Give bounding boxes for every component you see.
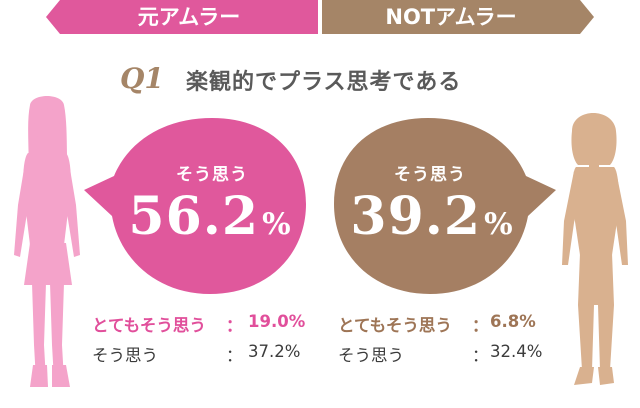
left-bubble-unit: % [262, 207, 292, 242]
question-number: Q1 [120, 62, 164, 95]
row-colon: ： [472, 316, 489, 335]
row-value: 37.2% [248, 342, 301, 361]
row-label: とてもそう思う [92, 316, 206, 335]
tab-left-label[interactable]: 元アムラー [137, 5, 241, 29]
row-value: 19.0% [248, 312, 306, 331]
row-value: 6.8% [490, 312, 536, 331]
woman-silhouette-icon [562, 113, 628, 385]
right-bubble-label: そう思う [394, 165, 466, 185]
left-bubble-label: そう思う [176, 165, 248, 185]
tab-right-shape [322, 0, 594, 34]
tab-left-shape [46, 0, 318, 34]
row-colon: ： [226, 316, 243, 335]
right-row-agree: そう思う ： 32.4% [338, 342, 553, 365]
left-row-agree: そう思う ： 37.2% [92, 342, 312, 365]
row-label: とてもそう思う [338, 316, 452, 335]
row-colon: ： [472, 346, 489, 365]
row-colon: ： [226, 346, 243, 365]
question-text: 楽観的でプラス思考である [186, 70, 462, 95]
right-speech-bubble [334, 118, 556, 294]
right-bubble-number: 39.2 [350, 186, 482, 247]
tab-bar [46, 0, 594, 34]
tab-right-label[interactable]: NOTアムラー [385, 5, 517, 29]
row-label: そう思う [338, 346, 404, 365]
left-speech-bubble [84, 118, 306, 294]
left-bubble-value: 56.2% [100, 186, 320, 247]
row-label: そう思う [92, 346, 158, 365]
left-bubble-number: 56.2 [128, 186, 260, 247]
right-row-strongly-agree: とてもそう思う ： 6.8% [338, 312, 553, 335]
row-value: 32.4% [490, 342, 543, 361]
right-bubble-unit: % [484, 207, 514, 242]
right-bubble-value: 39.2% [322, 186, 542, 247]
woman-silhouette-icon [14, 96, 80, 387]
left-row-strongly-agree: とてもそう思う ： 19.0% [92, 312, 312, 335]
